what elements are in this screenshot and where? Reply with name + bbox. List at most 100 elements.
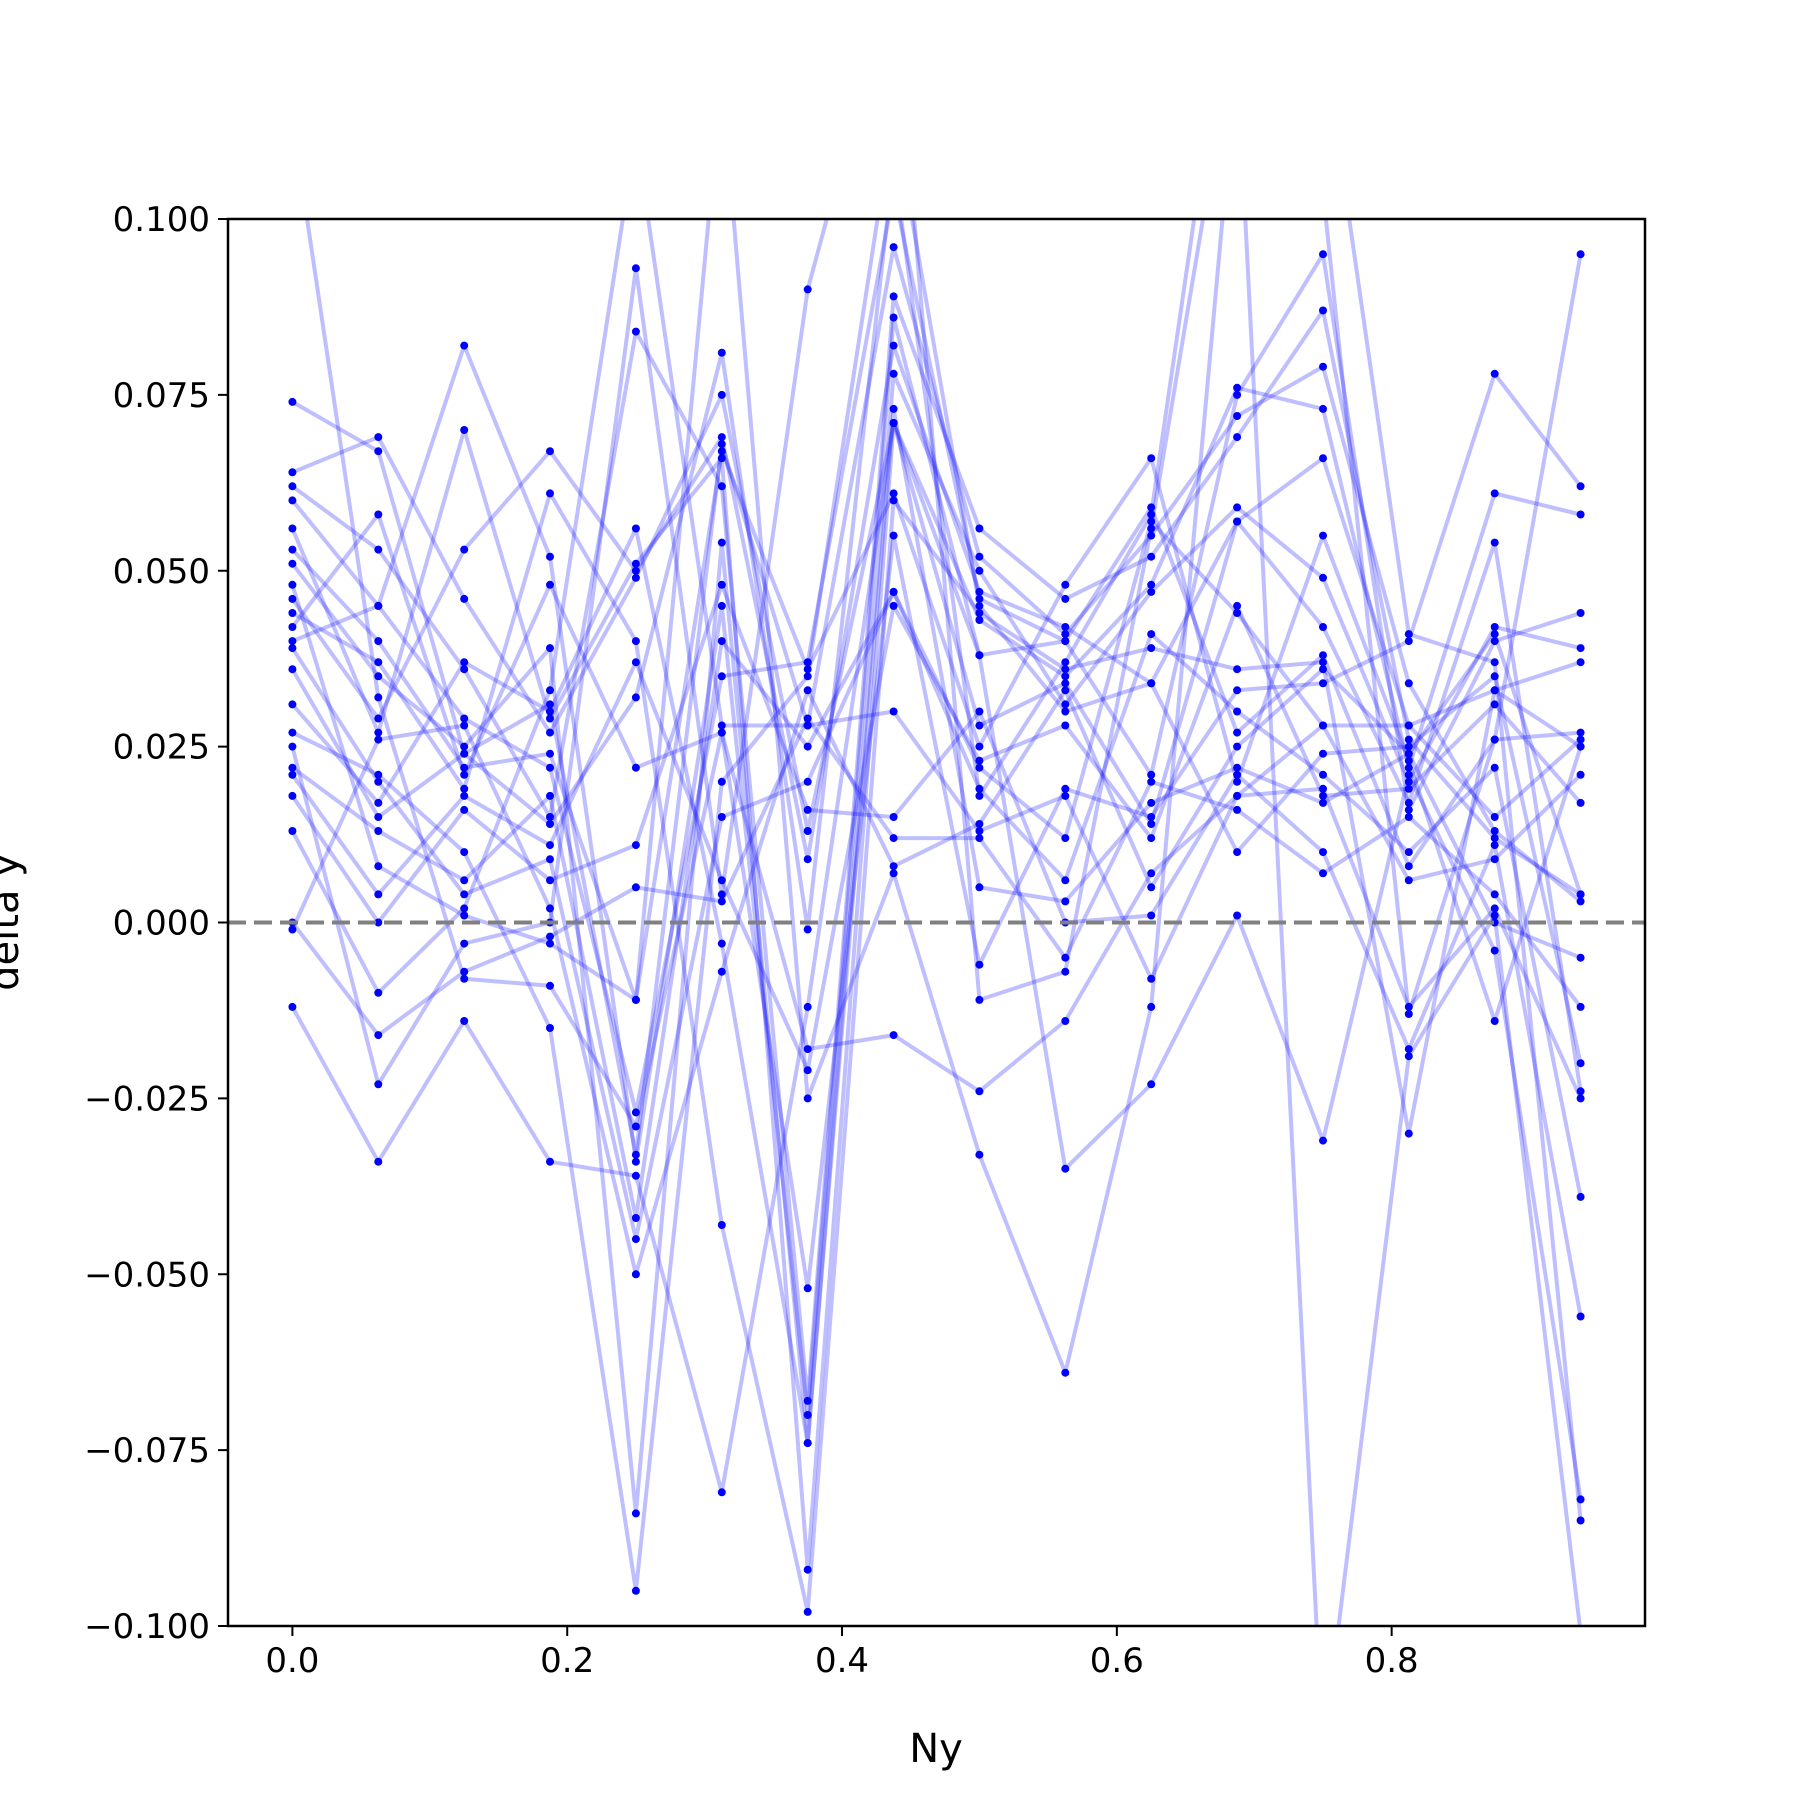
data-point xyxy=(1576,890,1585,899)
data-point xyxy=(1233,601,1242,610)
data-point xyxy=(717,939,726,948)
data-point xyxy=(1490,890,1499,899)
data-point xyxy=(460,665,469,674)
data-point xyxy=(1490,911,1499,920)
data-point xyxy=(1490,735,1499,744)
data-point xyxy=(803,1002,812,1011)
data-point xyxy=(975,763,984,772)
data-point xyxy=(1490,855,1499,864)
series-15 xyxy=(288,587,1585,1222)
series-line xyxy=(290,371,1583,1291)
data-point xyxy=(889,313,898,322)
data-point xyxy=(1319,404,1327,413)
data-point xyxy=(374,433,383,442)
data-point xyxy=(975,552,984,561)
data-point xyxy=(546,552,554,561)
data-point xyxy=(1233,911,1242,920)
data-point xyxy=(1061,791,1070,800)
data-point xyxy=(631,1214,640,1222)
data-point xyxy=(1147,798,1156,807)
data-point xyxy=(1233,503,1242,512)
data-point xyxy=(717,672,726,681)
data-point xyxy=(1404,742,1413,751)
data-point xyxy=(1147,580,1156,589)
data-point xyxy=(1319,531,1327,540)
data-point xyxy=(889,1031,898,1040)
series-23 xyxy=(288,219,1582,1626)
data-point xyxy=(1147,552,1156,561)
data-point xyxy=(1233,763,1242,772)
data-point xyxy=(460,876,469,885)
data-point xyxy=(1233,707,1242,716)
data-point xyxy=(1490,630,1499,639)
data-point xyxy=(460,721,469,730)
series-6 xyxy=(288,447,1585,1025)
data-point xyxy=(631,566,640,575)
x-tick-label: 0.6 xyxy=(1090,1641,1144,1681)
data-point xyxy=(546,707,554,716)
data-point xyxy=(460,939,469,948)
data-point xyxy=(1147,531,1156,540)
data-point xyxy=(1404,735,1413,744)
series-11 xyxy=(288,219,1585,1117)
data-point xyxy=(1233,390,1242,399)
y-tick-label: 0.050 xyxy=(113,552,210,592)
data-point xyxy=(1233,686,1242,695)
y-tick-label: −0.100 xyxy=(84,1607,210,1647)
data-point xyxy=(374,890,383,899)
data-point xyxy=(374,447,383,456)
series-line xyxy=(290,219,1583,1521)
data-point xyxy=(1576,1312,1585,1321)
data-point xyxy=(460,848,469,857)
data-point xyxy=(1147,510,1156,519)
data-point xyxy=(975,820,984,828)
data-point xyxy=(1576,1059,1585,1068)
data-point xyxy=(1490,763,1499,772)
data-point xyxy=(803,742,812,751)
data-point xyxy=(889,489,898,498)
data-point xyxy=(1404,763,1413,772)
series-line xyxy=(290,219,1582,995)
data-point xyxy=(803,1045,812,1054)
x-tick-label: 0.8 xyxy=(1365,1641,1419,1681)
y-tick-label: 0.000 xyxy=(113,904,210,944)
data-point xyxy=(1576,735,1585,744)
data-point xyxy=(1061,580,1070,589)
series-7 xyxy=(288,369,1585,1518)
data-point xyxy=(1147,1080,1156,1089)
data-point xyxy=(1233,609,1242,617)
data-point xyxy=(1319,623,1327,631)
data-point xyxy=(889,531,898,540)
series-line xyxy=(290,219,1582,1626)
data-point xyxy=(374,770,383,779)
data-point xyxy=(1576,728,1585,737)
data-point xyxy=(1576,742,1585,751)
data-point xyxy=(288,637,297,646)
data-point xyxy=(1404,805,1413,814)
data-point xyxy=(460,784,469,793)
data-point xyxy=(631,1235,640,1244)
data-point xyxy=(1490,813,1499,821)
data-point xyxy=(1061,784,1070,793)
data-point xyxy=(631,1122,640,1131)
data-point xyxy=(374,637,383,646)
data-point xyxy=(1576,658,1585,667)
data-point xyxy=(631,1270,640,1279)
data-point xyxy=(803,827,812,835)
data-point xyxy=(374,827,383,835)
data-point xyxy=(288,763,297,772)
data-point xyxy=(1490,700,1499,709)
data-point xyxy=(631,658,640,667)
data-point xyxy=(1147,517,1156,526)
data-point xyxy=(460,1017,469,1025)
data-point xyxy=(803,1284,812,1293)
data-point xyxy=(1061,686,1070,695)
data-point xyxy=(546,813,554,821)
data-point xyxy=(1576,798,1585,807)
data-point xyxy=(717,390,726,399)
data-point xyxy=(1147,679,1156,688)
data-point xyxy=(1404,784,1413,793)
data-point xyxy=(889,369,898,378)
data-point xyxy=(717,538,726,547)
data-point xyxy=(975,594,984,603)
